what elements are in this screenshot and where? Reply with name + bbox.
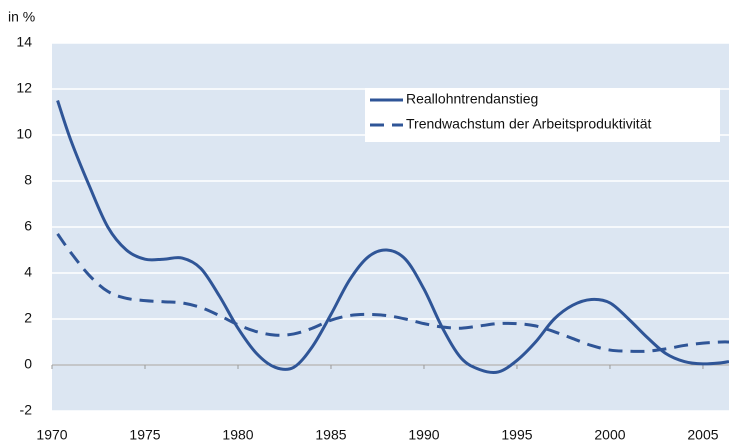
legend-label: Trendwachstum der Arbeitsproduktivität: [406, 116, 651, 132]
x-tick-label: 1980: [222, 427, 253, 443]
x-tick-label: 1970: [36, 427, 67, 443]
y-tick-label: -2: [20, 402, 33, 418]
x-tick-label: 2005: [687, 427, 718, 443]
y-tick-label: 0: [24, 356, 32, 372]
line-series: [56, 100, 729, 375]
y-tick-label: 6: [24, 218, 32, 234]
y-tick-label: 10: [16, 126, 32, 142]
y-axis-label: in %: [8, 9, 35, 25]
line-series: [56, 233, 729, 353]
y-tick-label: 2: [24, 310, 32, 326]
y-tick-label: 4: [24, 264, 32, 280]
x-tick-label: 2000: [594, 427, 625, 443]
legend-label: Reallohntrendanstieg: [406, 91, 538, 107]
x-tick-label: 1975: [129, 427, 160, 443]
x-tick-label: 1995: [501, 427, 532, 443]
x-tick-label: 1985: [315, 427, 346, 443]
legend-box: [365, 88, 720, 142]
y-tick-label: 14: [16, 34, 32, 50]
x-tick-label: 1990: [408, 427, 439, 443]
y-tick-label: 12: [16, 80, 32, 96]
y-tick-label: 8: [24, 172, 32, 188]
